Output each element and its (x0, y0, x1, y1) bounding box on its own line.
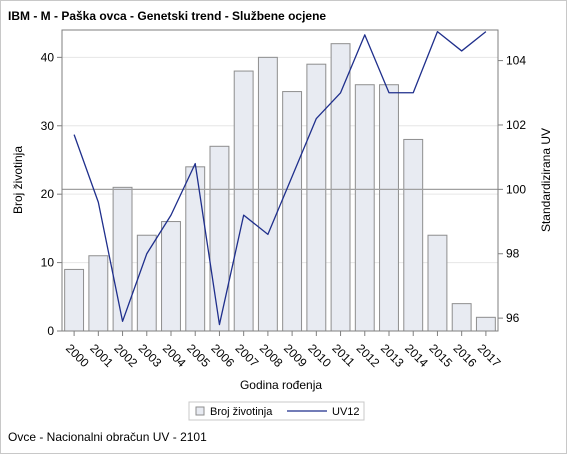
bar (209, 145, 230, 332)
legend-frame (188, 401, 365, 421)
y2-tick-label: 104 (506, 54, 526, 68)
bar (354, 84, 375, 332)
y2-tick-label: 98 (506, 247, 520, 261)
x-tick-label: 2003 (136, 341, 165, 370)
x-tick-label: 2001 (87, 341, 116, 370)
x-tick-label: 2006 (208, 341, 237, 370)
bar (282, 91, 303, 332)
y2-tick-label: 102 (506, 118, 526, 132)
x-tick-label: 2009 (281, 341, 310, 370)
y-tick-label: 10 (41, 256, 55, 270)
bar (64, 268, 85, 332)
legend-bar-swatch (195, 406, 205, 416)
x-tick-label: 2017 (475, 341, 504, 370)
y-tick-label: 40 (41, 50, 55, 64)
bar (233, 70, 254, 332)
bar (161, 221, 181, 332)
bar (475, 316, 496, 332)
axes (57, 29, 503, 336)
chart-title: IBM - M - Paška ovca - Genetski trend - … (8, 9, 327, 23)
x-tick-label: 2014 (402, 341, 431, 370)
x-tick-label: 2011 (329, 341, 357, 369)
x-tick-label: 2000 (63, 341, 92, 370)
bar (136, 234, 157, 332)
x-tick-label: 2010 (305, 341, 334, 370)
x-axis-title: Godina rođenja (240, 378, 322, 392)
bar (257, 56, 278, 332)
y-tick-label: 0 (47, 324, 54, 338)
x-tick-label: 2013 (378, 341, 407, 370)
uv12-line (73, 30, 487, 326)
x-tick-label: 2004 (160, 341, 189, 370)
x-tick-label: 2012 (354, 341, 383, 370)
y-axis-title: Broj životinja (11, 146, 25, 214)
bar (379, 84, 399, 332)
bar (88, 255, 109, 332)
y-tick-label: 30 (41, 119, 55, 133)
y2-axis-title: Standardizirana UV (539, 128, 553, 232)
x-tick-label: 2015 (426, 341, 455, 370)
x-tick-label: 2016 (451, 341, 480, 370)
y2-tick-label: 96 (506, 311, 520, 325)
legend-line-label: UV12 (332, 406, 360, 418)
x-tick-label: 2008 (257, 341, 286, 370)
x-tick-label: 2007 (233, 341, 262, 370)
footnote: Ovce - Nacionalni obračun UV - 2101 (8, 430, 207, 444)
y-tick-label: 20 (41, 187, 55, 201)
bar (451, 303, 472, 332)
bar (403, 138, 424, 332)
line-series (73, 30, 487, 326)
bar (330, 43, 351, 332)
legend-bar-label: Broj životinja (210, 406, 273, 418)
plot-border (61, 29, 499, 332)
legend: Broj životinja UV12 (188, 401, 365, 421)
bar (427, 234, 448, 332)
y2-tick-label: 100 (506, 182, 526, 196)
bar (306, 63, 327, 332)
bar (112, 186, 133, 332)
bar-series (64, 43, 496, 332)
x-tick-label: 2002 (111, 341, 140, 370)
x-tick-label: 2005 (184, 341, 213, 370)
bar (185, 166, 206, 332)
